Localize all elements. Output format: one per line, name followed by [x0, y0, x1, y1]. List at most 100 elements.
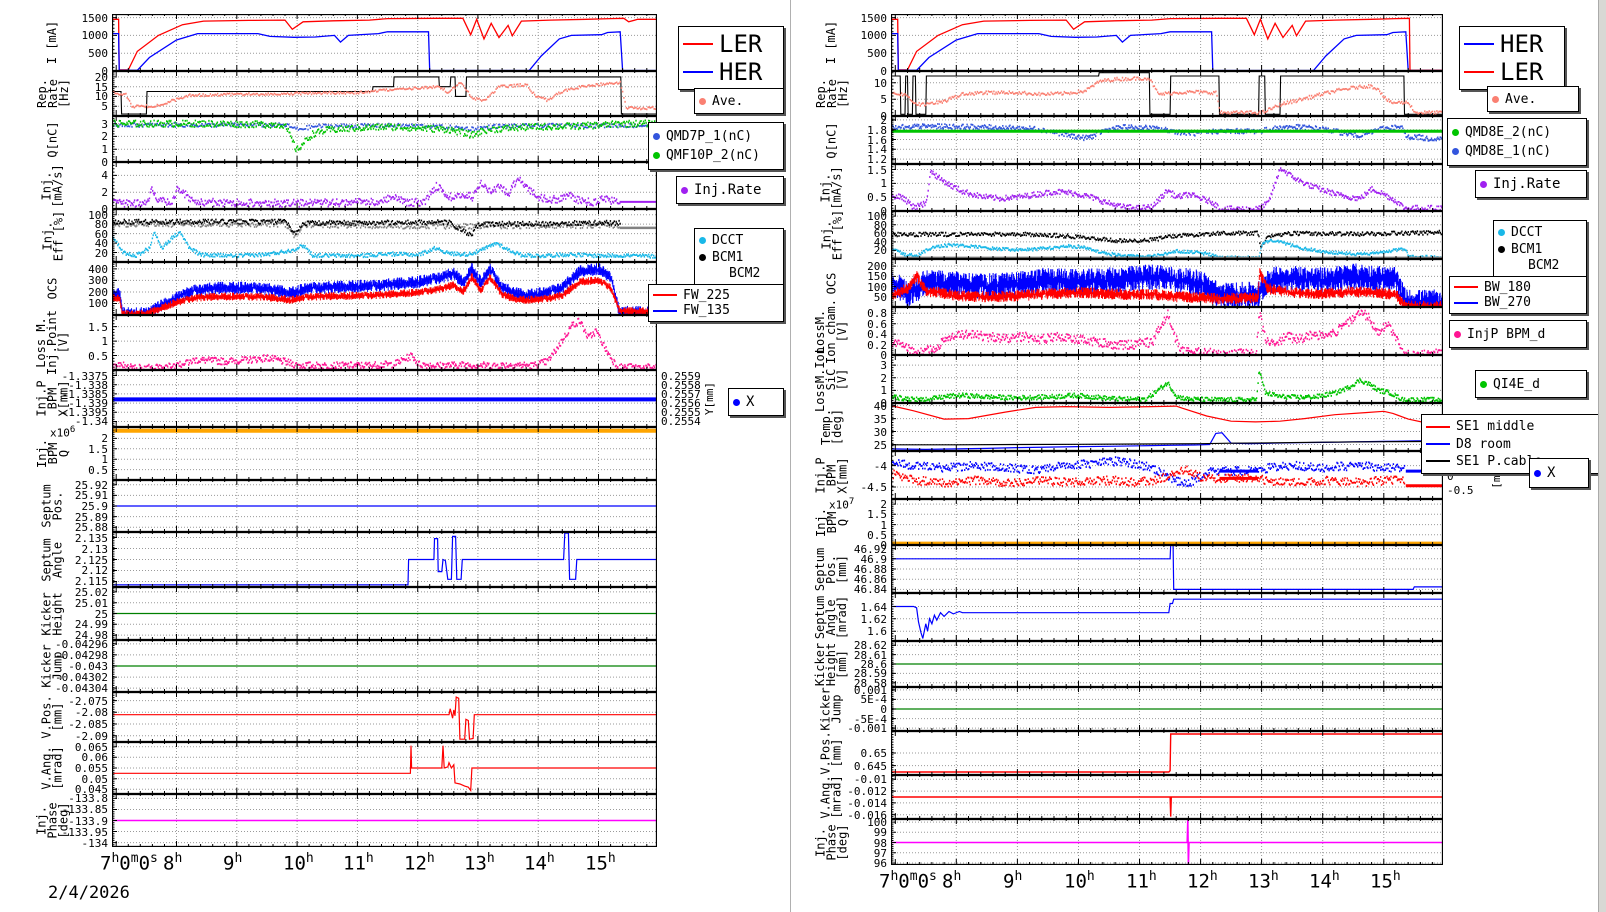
legend-item: D8 room: [1426, 437, 1600, 452]
x-tick-label: 10h: [1064, 869, 1095, 893]
axis-group-label: V.Ang. [mrad]: [818, 775, 844, 819]
y-tick-label: 20: [94, 247, 108, 260]
y-tick-label: 0: [880, 397, 887, 410]
subplot-right-kickj: [891, 687, 1443, 731]
legend-item-label: D8 room: [1456, 436, 1511, 452]
legend-dot-marker: [1480, 180, 1487, 188]
legend-item: Inj.Rate: [681, 182, 779, 198]
legend-box: SE1 middle D8 room SE1 P.cable: [1421, 414, 1605, 474]
y-tick-label: 0: [101, 65, 108, 78]
panel-left: 0 500 1000 1500 I [mA] 5 10 15 20 Rep. Rate [Hz] 0…: [0, 0, 790, 912]
legend-dot-marker: [1452, 148, 1459, 155]
y-tick-label: -2.09: [74, 730, 108, 743]
legend-item: LER: [683, 30, 779, 58]
subplot-left-eff: [112, 209, 657, 262]
y-tick-label: 300: [88, 274, 108, 287]
y-tick-label: 80: [873, 219, 887, 232]
date-label: 2/4/2026: [48, 883, 130, 903]
y-tick-label: 0.5: [867, 529, 887, 542]
y-tick-label: 2.12: [81, 564, 109, 577]
y-tick-label: -134: [81, 837, 109, 850]
legend-box: Inj.Rate: [1475, 170, 1587, 198]
legend-dot-marker: [1498, 245, 1505, 253]
y-tick-label: -1.3395: [61, 406, 108, 419]
subplot-right-vang: [891, 775, 1443, 819]
legend-item-label: BW_270: [1484, 295, 1531, 311]
y-tick-label: 46.86: [853, 573, 887, 586]
subplot-left-injrate: [112, 162, 657, 209]
legend-item: BCM1: [699, 250, 779, 265]
y-tick-label: -0.016: [847, 809, 887, 822]
legend-dot-marker: [1498, 228, 1505, 236]
x-tick-label: 9h: [223, 851, 243, 875]
legend-item-label: SE1 middle: [1456, 419, 1535, 435]
y-tick-label: 3: [880, 359, 887, 372]
axis-group-label: Septum Pos. [mm]: [813, 547, 850, 591]
axis-group-label: Inj. Phase [deg]: [34, 802, 71, 839]
legend-item: X: [1534, 465, 1584, 481]
x-tick-label: 15h: [585, 851, 616, 875]
legend-dot-marker: [699, 97, 706, 105]
y-tick-label: -2.085: [68, 718, 108, 731]
legend-box: Inj.Rate: [676, 176, 784, 204]
y-tick-label: 1: [880, 177, 887, 190]
y-tick-label: 500: [88, 47, 108, 60]
legend-line-marker: [1454, 301, 1478, 304]
y-tick-label: 2: [101, 432, 108, 445]
axis-group-label: Temp. [deg]: [819, 408, 844, 446]
y-tick-label: 0.5: [867, 191, 887, 204]
subplot-left-vpos: [112, 692, 657, 742]
legend-item-label: QI4E_d: [1493, 376, 1540, 392]
y-tick-label: 1.5: [867, 508, 887, 521]
legend-line-marker: [683, 71, 713, 74]
y-tick-label: 1: [101, 453, 108, 466]
right-tick-label: -0.5: [1447, 484, 1474, 497]
legend-item-label: BW_180: [1484, 279, 1531, 295]
y-tick-label: 2: [880, 498, 887, 511]
legend-item: BW_270: [1454, 295, 1582, 310]
legend-dot-marker: [681, 186, 688, 194]
y-tick-label: 0: [880, 110, 887, 123]
legend-box: LER HER: [678, 26, 784, 90]
legend-item: QMD8E_1(nC): [1452, 144, 1582, 159]
y-tick-label: -1.338: [68, 379, 108, 392]
y-tick-label: 97: [873, 847, 887, 860]
y-tick-label: 25.02: [74, 586, 108, 599]
legend-item-label: X: [1547, 465, 1556, 481]
subplot-left-bpmq: [112, 427, 657, 480]
y-tick-label: 50: [873, 291, 887, 304]
y-tick-label: 25: [873, 439, 887, 452]
x-tick-label: 14h: [1309, 869, 1340, 893]
y-tick-label: 25.91: [74, 489, 108, 502]
legend-item-label: Ave.: [712, 93, 744, 109]
y-tick-label: 24.98: [74, 629, 108, 642]
y-tick-label: 24.99: [74, 618, 108, 631]
axis-group-label: Inj. [mA/s]: [39, 163, 65, 208]
subplot-right-current: [891, 14, 1443, 71]
y-tick-label: 100: [88, 297, 108, 310]
legend-dot-marker: [653, 133, 660, 140]
y-tick-label: 20: [94, 71, 108, 84]
legend-item-label: LER: [719, 29, 763, 58]
legend-box: QMD8E_2(nC) QMD8E_1(nC): [1447, 118, 1587, 166]
y-tick-label: -0.04304: [55, 682, 108, 695]
y-tick-label: -0.04298: [55, 649, 108, 662]
right-tick-label: 0.2556: [661, 397, 701, 410]
legend-item: FW_225: [653, 288, 779, 303]
window-scrollbar[interactable]: [1598, 0, 1606, 912]
y-tick-label: 10: [873, 77, 887, 90]
y-tick-label: 25.01: [74, 597, 108, 610]
y-tick-label: 1.5: [88, 321, 108, 334]
legend-line-marker: [1426, 460, 1450, 463]
y-tick-label: -133.95: [61, 826, 108, 839]
y-tick-label: 3: [101, 118, 108, 131]
x-tick-label: 10h: [283, 851, 314, 875]
y-tick-label: 2.135: [74, 532, 108, 545]
axis-group-label: Rep. Rate [Hz]: [34, 79, 71, 108]
y-tick-label: -133.9: [68, 815, 108, 828]
legend-dot-marker: [1454, 330, 1461, 338]
axis-group-label: Septum Angle [mrad]: [813, 595, 850, 639]
y-tick-label: 1500: [81, 12, 109, 25]
legend-item: Inj.Rate: [1480, 176, 1582, 192]
